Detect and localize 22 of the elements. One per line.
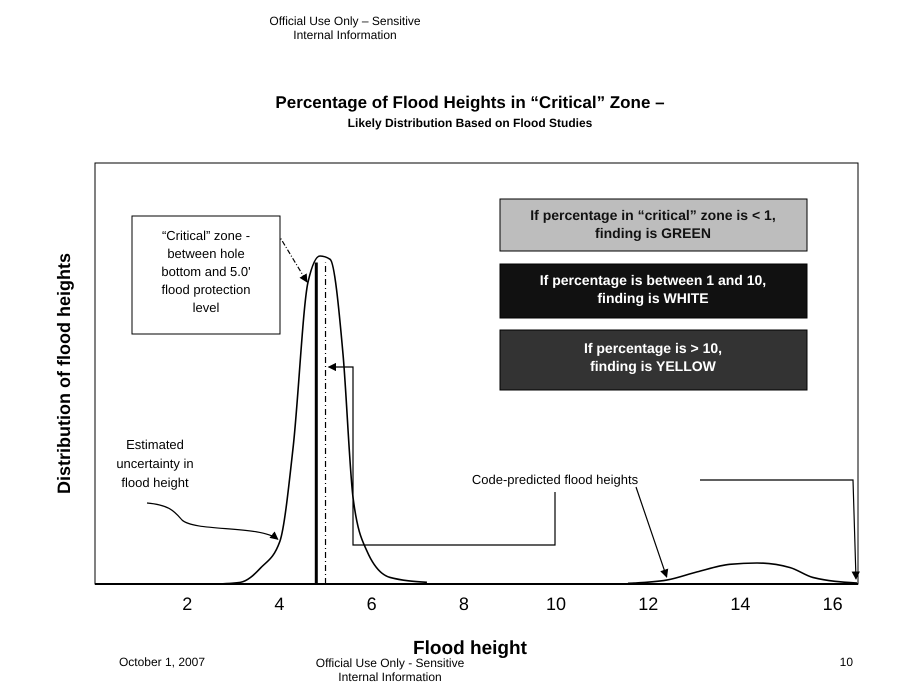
x-tick-label: 8	[458, 594, 469, 614]
chart-title: Percentage of Flood Heights in “Critical” Zone –	[275, 93, 665, 112]
text: Official Use Only - Sensitive Internal Information	[316, 656, 465, 684]
text: October 1, 2007	[118, 655, 206, 669]
annotation: If percentage is > 10, finding is YELLOW	[584, 340, 722, 374]
chart-subtitle: Likely Distribution Based on Flood Studies	[348, 116, 593, 130]
text: 10	[840, 655, 854, 669]
x-tick-label: 10	[546, 594, 566, 614]
annotation: If percentage is between 1 and 10, finding is WHITE	[540, 272, 766, 306]
x-tick-label: 12	[638, 594, 658, 614]
x-tick-label: 14	[730, 594, 750, 614]
x-tick-label: 4	[274, 594, 284, 614]
x-tick-label: 2	[182, 594, 192, 614]
text: If percentage in “critical” zone is < 1, finding is GREEN	[530, 207, 776, 241]
annotation: “Critical” zone - between hole bottom and 5.0' flood protection level	[161, 228, 251, 315]
annotation: Estimated uncertainty in flood height	[116, 437, 194, 490]
y-axis-title: Distribution of flood heights	[54, 253, 74, 494]
annotation: Code-predicted flood heights	[472, 472, 639, 487]
x-tick-label: 6	[366, 594, 377, 614]
x-axis-title: Flood height	[413, 638, 528, 659]
x-tick-label: 16	[822, 594, 843, 614]
text: Official Use Only – Sensitive Internal Information	[269, 14, 421, 42]
